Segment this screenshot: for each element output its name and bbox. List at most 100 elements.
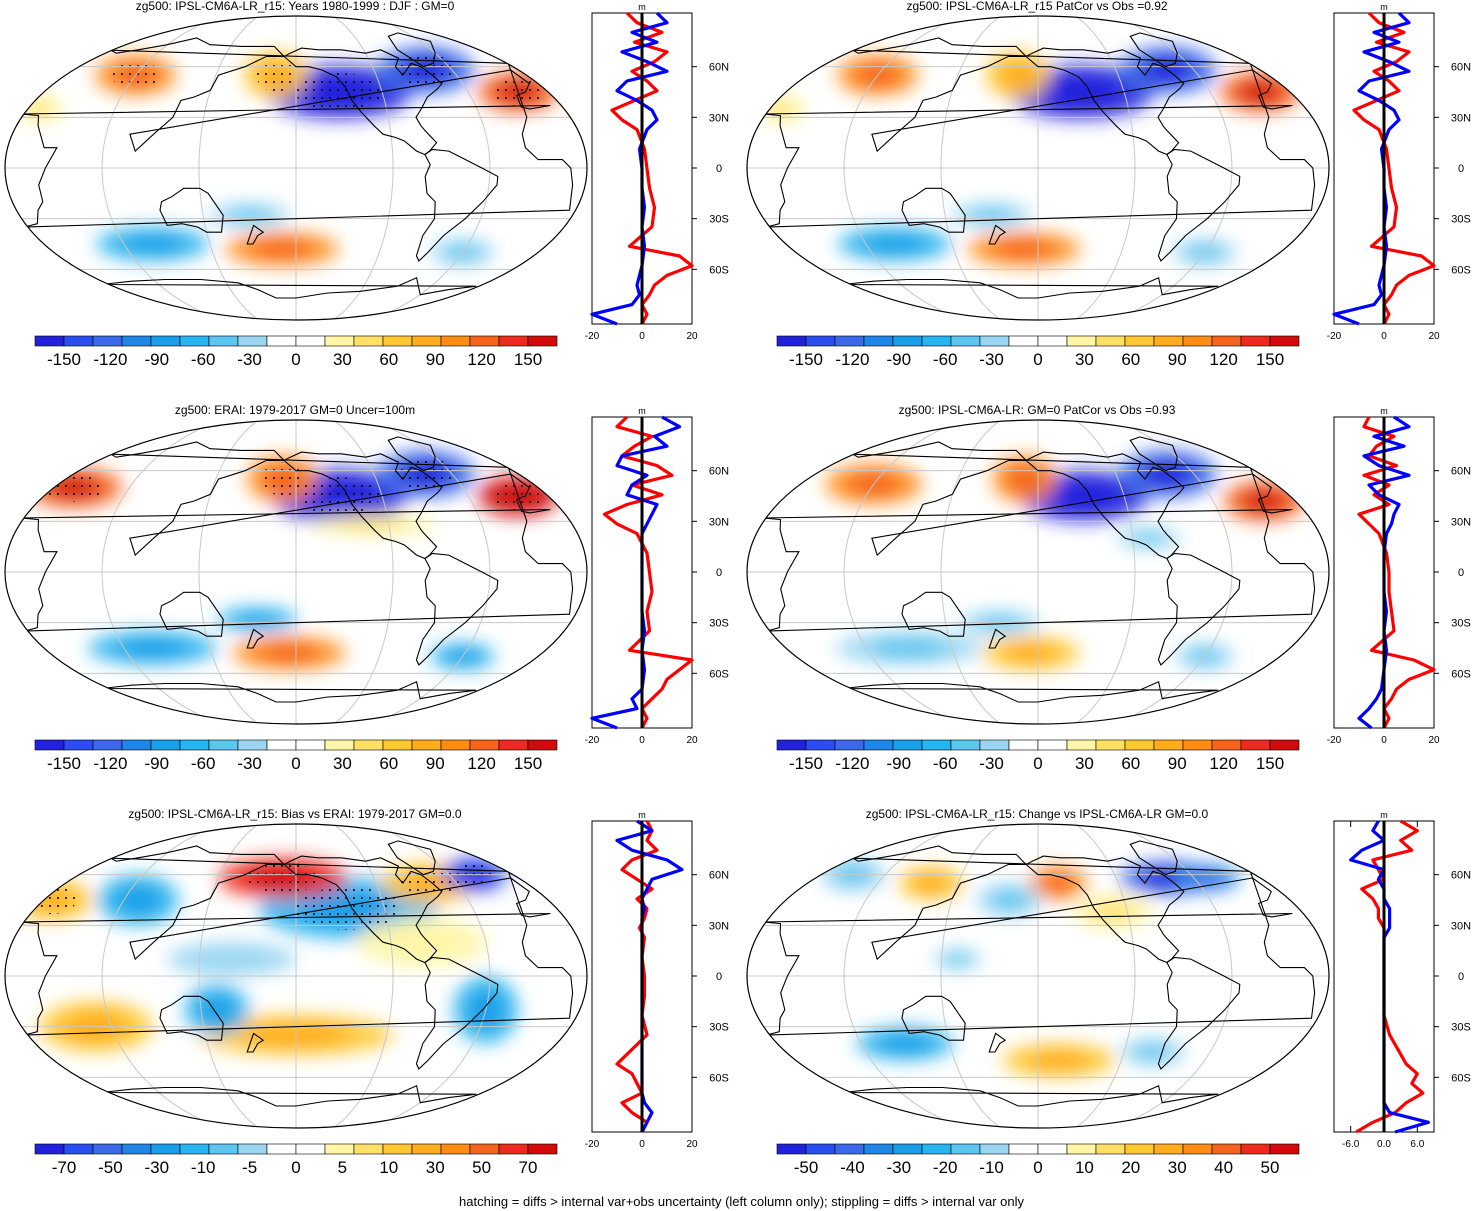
anomaly-core: [121, 234, 184, 254]
colorbar-swatch: [469, 739, 500, 751]
colorbar-swatch: [1037, 739, 1068, 751]
colorbar-label: -30: [145, 1158, 170, 1177]
anomaly-core: [199, 995, 235, 1024]
anomaly-core: [1048, 482, 1120, 510]
colorbar-label: -90: [145, 350, 170, 369]
graticule: [747, 420, 1329, 724]
panel-graphic: -150 -120 -90 -60 -30 0 30 60 90 120 150 60N 30N 0 30S…: [746, 406, 1471, 773]
map-border: [746, 823, 1330, 1129]
profile-obs-line: [615, 819, 684, 1133]
colorbar: -150 -120 -90 -60 -30 0 30 60 90 120 150: [776, 335, 1300, 369]
colorbar-label: 90: [426, 754, 445, 773]
colorbar-swatch: [1211, 739, 1242, 751]
lat-label: 30N: [709, 516, 729, 528]
colorbar-label: -120: [835, 754, 869, 773]
lat-label: 60S: [1451, 264, 1471, 276]
coastline: [21, 876, 574, 1036]
colorbar-label: -30: [237, 754, 262, 773]
colorbar-label: 10: [379, 1158, 398, 1177]
coastline: [1025, 855, 1185, 964]
longitude-line: [101, 16, 222, 320]
coastline: [387, 436, 436, 472]
anomaly-core: [387, 928, 459, 957]
longitude-line: [333, 420, 394, 724]
longitude-line: [1075, 824, 1136, 1128]
colorbar-swatch: [92, 335, 123, 347]
colorbar-swatch: [1240, 1143, 1271, 1155]
coastline: [901, 187, 966, 233]
colorbar-swatch: [150, 1143, 181, 1155]
longitude-line: [843, 824, 964, 1128]
coastline: [843, 277, 1219, 299]
colorbar-label: 30: [333, 754, 352, 773]
colorbar-swatch: [1066, 335, 1097, 347]
colorbar-swatch: [921, 335, 952, 347]
colorbar-swatch: [92, 1143, 123, 1155]
profile-unit: m: [638, 2, 646, 12]
lat-label: 0: [716, 971, 722, 983]
panel-title: zg500: IPSL-CM6A-LR_r15: Years 1980-1999…: [135, 0, 455, 13]
anomaly-core: [768, 101, 795, 117]
stippling: [244, 863, 322, 893]
coastline: [415, 148, 499, 262]
colorbar-swatch: [295, 739, 326, 751]
colorbar-label: -60: [191, 350, 216, 369]
colorbar-swatch: [950, 739, 981, 751]
lat-label: 30S: [1451, 618, 1471, 630]
colorbar-swatch: [208, 335, 239, 347]
anomaly-core: [863, 234, 926, 254]
colorbar-swatch: [834, 335, 865, 347]
colorbar-swatch: [834, 739, 865, 751]
stippling: [295, 73, 383, 111]
colorbar-label: 30: [333, 350, 352, 369]
coastline: [159, 995, 224, 1041]
profile-tick-label: -20: [585, 735, 600, 746]
colorbar-label: -70: [52, 1158, 77, 1177]
profile-model-line: [610, 11, 694, 325]
profile-tick-label: 20: [686, 331, 698, 342]
colorbar-swatch: [237, 335, 268, 347]
profile-tick-label: 0: [639, 331, 645, 342]
anomaly-core: [991, 890, 1028, 910]
coastline: [101, 277, 477, 299]
colorbar-label: -120: [93, 754, 127, 773]
map-ocean: [747, 420, 1329, 724]
profile-unit: m: [1380, 2, 1388, 12]
colorbar-label: 30: [426, 1158, 445, 1177]
colorbar-swatch: [1066, 1143, 1097, 1155]
stippling: [298, 477, 380, 515]
coastline: [763, 472, 1316, 632]
colorbar-label: 120: [1209, 350, 1237, 369]
anomaly-core: [337, 519, 410, 531]
colorbar-swatch: [63, 1143, 94, 1155]
coastline: [21, 68, 574, 228]
lat-label: 60N: [709, 62, 729, 74]
longitude-line: [198, 824, 259, 1128]
coastline: [763, 68, 1316, 228]
coastline: [283, 451, 443, 560]
panel-title: zg500: IPSL-CM6A-LR_r15: Change vs IPSL-…: [865, 807, 1209, 821]
colorbar-label: -30: [979, 350, 1004, 369]
colorbar-label: 0: [291, 1158, 300, 1177]
profile-model-line: [602, 415, 694, 729]
colorbar-label: 150: [1256, 350, 1284, 369]
profile-tick-label: -20: [585, 331, 600, 342]
lat-label: 30N: [709, 112, 729, 124]
profile-model-line: [1357, 416, 1436, 729]
zonal-profile: 60N 30N 0 30S 60S -20 0 20 m: [585, 406, 729, 746]
longitude-line: [101, 824, 222, 1128]
colorbar: -150 -120 -90 -60 -30 0 30 60 90 120 150: [776, 739, 1300, 773]
world-map: [747, 824, 1329, 1128]
colorbar-swatch: [1153, 1143, 1184, 1155]
colorbar-swatch: [921, 739, 952, 751]
coastline: [1129, 32, 1178, 68]
zonal-profile: 60N 30N 0 30S 60S -20 0 20 m: [1327, 2, 1471, 342]
colorbar-swatch: [121, 739, 152, 751]
longitude-line: [1075, 16, 1136, 320]
lat-label: 30S: [1451, 214, 1471, 226]
anomaly-core: [1006, 466, 1043, 493]
colorbar-label: 150: [514, 350, 542, 369]
map-border: [4, 823, 588, 1129]
colorbar-swatch: [469, 335, 500, 347]
colorbar-label: 60: [1121, 350, 1140, 369]
